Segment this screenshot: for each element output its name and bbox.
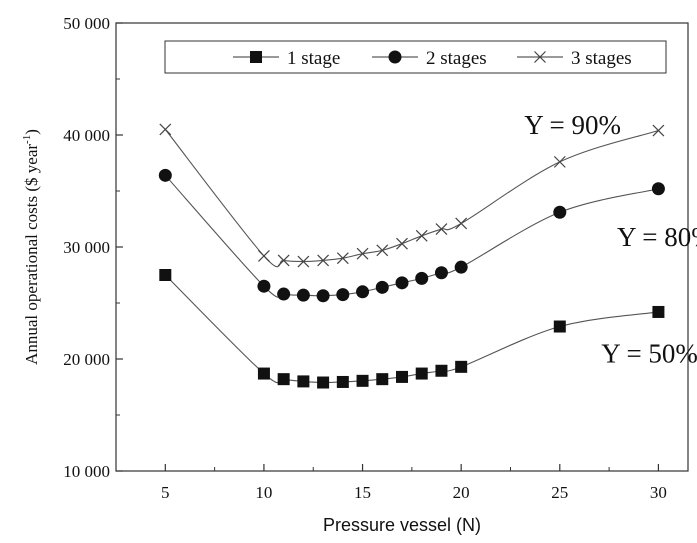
data-point [356,285,370,299]
data-point [277,373,290,386]
series-line [164,274,659,384]
data-point [159,123,172,136]
data-point [336,252,349,265]
data-point [553,155,566,168]
data-point [455,217,468,230]
x-marker-stroke [258,250,270,262]
data-point [277,287,291,301]
x-tick-label: 5 [161,483,170,502]
y-axis-label-sup: -1 [21,135,33,144]
plot-frame [115,22,689,472]
data-point [415,229,428,242]
series-2 [158,168,665,303]
legend-marker [250,51,262,63]
x-marker-stroke [396,237,408,250]
data-point [434,266,448,280]
y-axis-ticks: 10 000 20 000 30 000 40 000 50 000 [63,14,123,481]
data-point [336,288,350,302]
data-point [356,247,369,260]
data-point [396,237,408,250]
data-point [297,255,310,268]
data-point [376,373,389,386]
x-marker-stroke [455,217,468,230]
x-marker-stroke [336,252,349,265]
data-point [435,223,448,236]
legend: 1 stage 2 stages 3 stages [164,40,667,74]
x-marker-stroke [435,223,448,236]
x-marker-stroke [277,254,290,267]
series-layer [158,123,665,389]
data-point [415,271,429,285]
data-point [454,260,468,274]
data-point [257,367,270,380]
x-tick-label: 30 [650,483,667,502]
series-3 [159,123,665,268]
y-axis-label-main: Annual operational costs ($ year [22,144,41,365]
curve-annotation: Y = 90% [524,110,621,140]
legend-item: 3 stages [517,48,632,69]
data-point [336,375,349,388]
x-marker-stroke [652,124,665,137]
series-line [164,129,659,268]
data-point [553,320,566,333]
x-marker-stroke [376,244,389,257]
data-point [652,305,665,318]
x-tick-label: 25 [551,483,568,502]
legend-item: 2 stages [372,48,487,69]
x-marker-stroke [415,229,428,242]
data-point [258,250,270,262]
data-point [375,280,389,294]
x-marker-stroke [317,254,330,267]
x-axis-ticks: 5 10 15 20 25 30 [161,464,667,502]
legend-label: 1 stage [287,48,340,69]
y-axis-label-close: ) [22,129,41,135]
x-axis-label: Pressure vessel (N) [323,515,481,535]
data-point [257,279,271,293]
data-point [159,269,172,281]
y-tick-label: 20 000 [63,350,110,369]
data-point [415,367,428,380]
y-tick-label: 50 000 [63,14,110,33]
data-point [395,276,409,290]
data-point [317,376,330,389]
data-point [553,205,567,219]
data-point [158,168,172,182]
annotation-layer: Y = 90% Y = 80% Y = 50% [524,110,697,368]
x-marker-stroke [297,255,310,268]
legend-item: 1 stage [233,48,340,69]
legend-items: 1 stage 2 stages 3 stages [233,48,632,69]
data-point [296,288,310,302]
x-tick-label: 10 [255,483,272,502]
x-marker-stroke [553,155,566,168]
data-point [651,182,665,196]
data-point [297,375,310,388]
data-point [396,370,408,383]
y-tick-label: 30 000 [63,238,110,257]
data-point [316,289,330,303]
y-tick-label: 40 000 [63,126,110,145]
data-point [317,254,330,267]
data-point [277,254,290,267]
y-tick-label: 10 000 [63,462,110,481]
x-tick-label: 15 [354,483,371,502]
x-marker-stroke [356,247,369,260]
x-tick-label: 20 [453,483,470,502]
data-point [455,360,468,373]
data-point [652,124,665,137]
legend-label: 2 stages [426,48,487,69]
legend-marker [388,50,402,64]
series-1 [159,269,665,389]
legend-label: 3 stages [571,48,632,69]
data-point [376,244,389,257]
data-point [356,374,369,387]
y-axis-label: Annual operational costs ($ year-1) [21,129,41,365]
series-line [164,174,659,298]
curve-annotation: Y = 80% [617,222,697,252]
curve-annotation: Y = 50% [601,338,697,368]
x-marker-stroke [534,51,546,63]
data-point [435,364,448,377]
legend-marker [534,51,546,63]
x-marker-stroke [159,123,172,136]
